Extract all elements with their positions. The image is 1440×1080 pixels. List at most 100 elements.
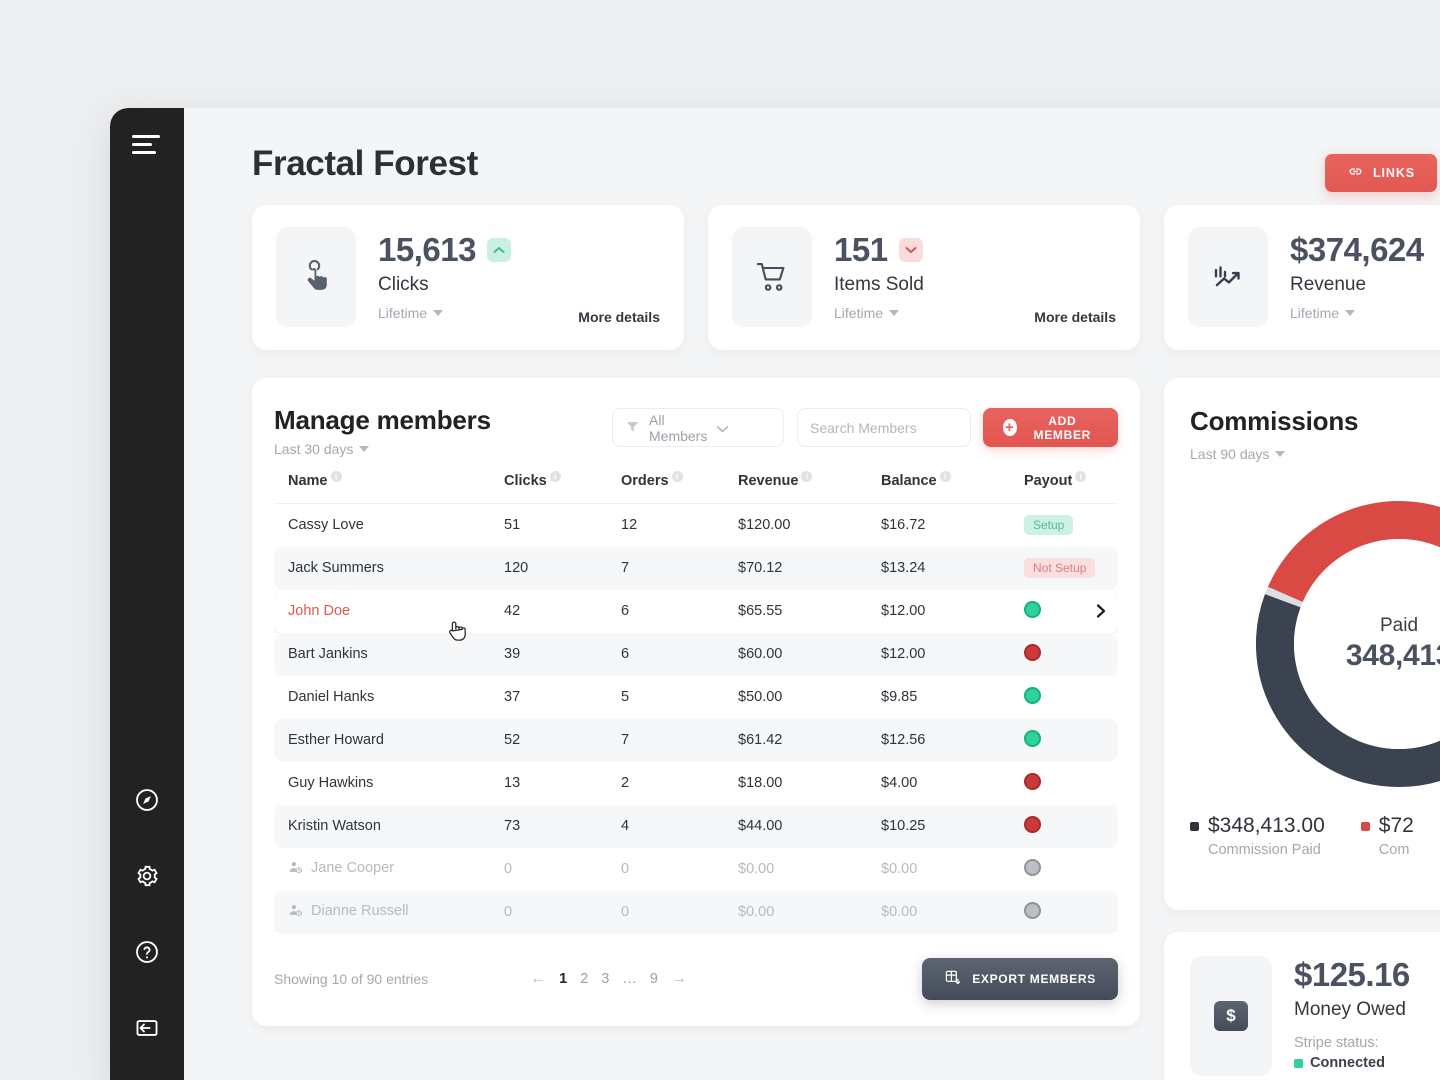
table-row[interactable]: Kristin Watson 73 4 $44.00 $10.25 <box>274 804 1118 848</box>
plus-icon: + <box>1003 419 1017 436</box>
money-owed-value: $125.16 <box>1294 956 1410 993</box>
table-row[interactable]: Jane Cooper 0 0 $0.00 $0.00 <box>274 848 1118 891</box>
cell-revenue: $60.00 <box>738 632 881 676</box>
more-details-link[interactable]: More details <box>1034 309 1116 325</box>
dollar-glyph: $ <box>1214 1001 1248 1031</box>
cell-balance: $12.56 <box>881 718 1024 762</box>
column-header-orders[interactable]: Orders i <box>621 471 738 504</box>
legend-swatch <box>1360 821 1370 831</box>
links-button[interactable]: LINKS <box>1325 154 1437 192</box>
cell-clicks: 0 <box>504 890 621 934</box>
member-filter-select[interactable]: All Members <box>612 408 784 447</box>
export-members-button[interactable]: EXPORT MEMBERS <box>922 957 1118 1000</box>
members-table-head: Name i Clicks i Orders i Revenue i <box>274 471 1118 504</box>
sidebar-item-help[interactable] <box>110 914 184 990</box>
pagination-page[interactable]: 1 <box>559 970 568 987</box>
table-row[interactable]: Guy Hawkins 13 2 $18.00 $4.00 <box>274 762 1118 805</box>
table-row[interactable]: Bart Jankins 39 6 $60.00 $12.00 <box>274 632 1118 676</box>
legend-label: Commission Paid <box>1208 842 1321 858</box>
cell-payout <box>1024 848 1118 891</box>
column-header-payout[interactable]: Payout i <box>1024 471 1118 504</box>
sidebar-item-settings[interactable] <box>110 838 184 914</box>
cell-orders: 0 <box>621 890 738 934</box>
pagination-page[interactable]: 9 <box>649 970 658 987</box>
pagination-next[interactable]: → <box>670 969 687 987</box>
info-icon[interactable]: i <box>549 471 561 482</box>
info-icon[interactable]: i <box>801 471 813 482</box>
table-row[interactable]: John Doe 42 6 $65.55 $12.00 <box>274 589 1118 633</box>
member-name: Jane Cooper <box>311 859 395 876</box>
stat-period-label: Lifetime <box>834 305 884 321</box>
members-period-dropdown[interactable]: Last 30 days <box>274 441 370 457</box>
cell-balance: $9.85 <box>881 689 918 705</box>
cell-payout: Not Setup <box>1024 546 1118 590</box>
money-owed-label: Money Owed <box>1294 999 1406 1020</box>
status-dot-icon <box>1294 1058 1303 1068</box>
cell-name: Jane Cooper <box>274 848 504 891</box>
pagination-page[interactable]: 3 <box>601 970 610 987</box>
stat-period-dropdown[interactable]: Lifetime <box>378 305 511 321</box>
chevron-down-icon <box>359 446 370 452</box>
stat-card-clicks: 15,613 Clicks Lifetime More details <box>252 205 684 350</box>
logout-icon <box>134 1015 160 1041</box>
legend-value: $348,413.00 <box>1208 814 1325 837</box>
app-window: Fractal Forest LINKS <box>110 108 1440 1080</box>
table-row[interactable]: Jack Summers 120 7 $70.12 $13.24 Not Setup <box>274 546 1118 590</box>
column-header-clicks[interactable]: Clicks i <box>504 471 621 504</box>
search-members-box[interactable] <box>797 408 1007 447</box>
sidebar-item-explore[interactable] <box>110 762 184 838</box>
table-row[interactable]: Dianne Russell 0 0 $0.00 $0.00 <box>274 890 1118 934</box>
table-row[interactable]: Cassy Love 51 12 $120.00 $16.72 Setup <box>274 504 1118 547</box>
cell-name: Dianne Russell <box>274 890 504 934</box>
info-icon[interactable]: i <box>330 471 342 482</box>
payout-status-dot <box>1024 686 1041 704</box>
cell-revenue: $70.12 <box>738 546 881 590</box>
stat-period-dropdown[interactable]: Lifetime <box>834 305 924 321</box>
pending-user-icon <box>288 861 303 879</box>
info-icon[interactable]: i <box>671 471 683 482</box>
pagination-page[interactable]: 2 <box>580 970 589 987</box>
info-icon[interactable]: i <box>939 471 951 482</box>
stat-value: $374,624 <box>1290 231 1424 268</box>
commissions-card: Commissions Last 90 days Paid 348,413 <box>1164 378 1440 910</box>
members-period-label: Last 30 days <box>274 441 354 457</box>
chain-link-icon <box>1347 163 1364 183</box>
payout-status-dot <box>1024 858 1041 876</box>
cell-clicks: 0 <box>504 861 513 877</box>
column-header-name[interactable]: Name i <box>274 471 504 504</box>
cell-payout <box>1024 804 1118 848</box>
add-member-button[interactable]: + ADD MEMBER <box>983 408 1118 447</box>
hamburger-menu-icon[interactable] <box>132 135 162 155</box>
stat-period-dropdown[interactable]: Lifetime <box>1290 305 1424 321</box>
pagination-prev[interactable]: ← <box>530 969 547 987</box>
sidebar <box>110 108 184 1080</box>
showing-entries-text: Showing 10 of 90 entries <box>274 970 429 987</box>
stat-period-label: Lifetime <box>1290 305 1340 321</box>
sidebar-item-logout[interactable] <box>110 990 184 1066</box>
info-icon[interactable]: i <box>1075 471 1087 482</box>
table-row[interactable]: Esther Howard 52 7 $61.42 $12.56 <box>274 718 1118 762</box>
cell-balance: $10.25 <box>881 804 1024 848</box>
cell-clicks: 73 <box>504 804 621 848</box>
sidebar-bottom-nav <box>110 762 184 1080</box>
more-details-link[interactable]: More details <box>578 309 660 325</box>
search-input[interactable] <box>810 419 991 436</box>
legend-item: $348,413.00 Commission Paid <box>1190 814 1325 858</box>
gear-icon <box>134 863 160 889</box>
pagination-page[interactable]: … <box>622 970 637 987</box>
table-row[interactable]: Daniel Hanks 37 5 $50.00 $9.85 <box>274 676 1118 719</box>
cell-orders: 7 <box>621 546 738 590</box>
page-title: Fractal Forest <box>252 144 478 183</box>
cell-name: Cassy Love <box>274 504 504 547</box>
cell-revenue: $65.55 <box>738 589 881 633</box>
column-header-revenue[interactable]: Revenue i <box>738 471 881 504</box>
stat-period-label: Lifetime <box>378 305 428 321</box>
column-header-balance[interactable]: Balance i <box>881 471 1024 504</box>
payout-status-dot <box>1024 729 1041 747</box>
members-table-body: Cassy Love 51 12 $120.00 $16.72 Setup Jack Sum… <box>274 504 1118 934</box>
cell-name: Esther Howard <box>274 718 504 762</box>
cell-name: Daniel Hanks <box>274 676 504 719</box>
shopping-cart-icon <box>732 227 812 327</box>
commissions-period-dropdown[interactable]: Last 90 days <box>1190 446 1440 462</box>
row-expand-chevron-icon[interactable] <box>1094 602 1108 624</box>
